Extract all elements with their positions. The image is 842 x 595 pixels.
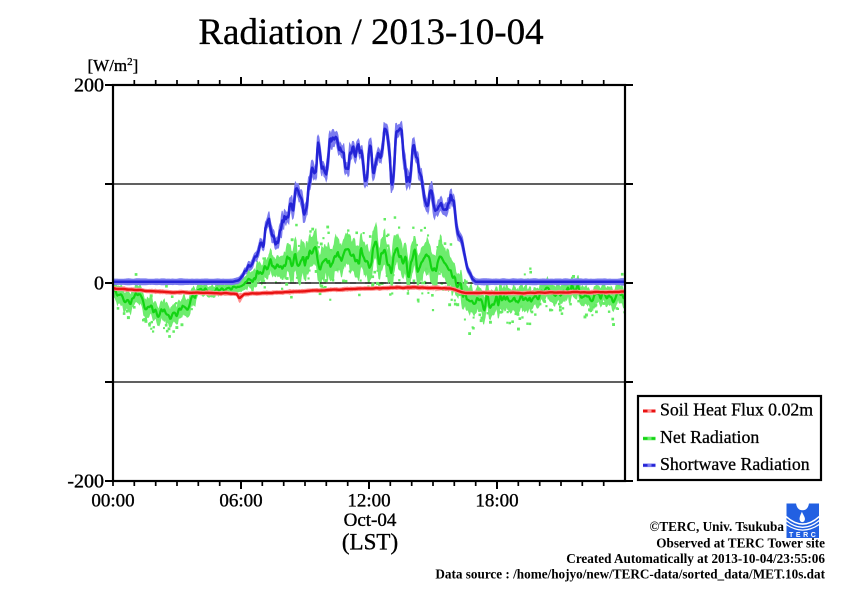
- svg-text:Oct-04: Oct-04: [344, 510, 397, 531]
- svg-text:12:00: 12:00: [347, 491, 390, 512]
- svg-text:Shortwave Radiation: Shortwave Radiation: [660, 454, 810, 474]
- svg-text:18:00: 18:00: [475, 491, 518, 512]
- svg-text:Data source : /home/hojyo/new/: Data source : /home/hojyo/new/TERC-data/…: [435, 567, 825, 582]
- svg-text:200: 200: [74, 75, 104, 97]
- svg-text:06:00: 06:00: [219, 491, 262, 512]
- svg-text:TERC: TERC: [789, 532, 818, 539]
- svg-text:0: 0: [94, 273, 104, 295]
- svg-text:Observed at TERC Tower site: Observed at TERC Tower site: [656, 536, 825, 551]
- svg-text:00:00: 00:00: [91, 491, 134, 512]
- svg-text:Soil Heat Flux 0.02m: Soil Heat Flux 0.02m: [660, 400, 813, 420]
- svg-text:Radiation / 2013-10-04: Radiation / 2013-10-04: [198, 12, 543, 53]
- svg-text:(LST): (LST): [342, 530, 398, 555]
- svg-text:Created Automatically at 2013-: Created Automatically at 2013-10-04/23:5…: [566, 551, 825, 566]
- svg-text:©TERC, Univ. Tsukuba: ©TERC, Univ. Tsukuba: [650, 519, 785, 534]
- svg-text:[W/m2]: [W/m2]: [88, 56, 139, 75]
- svg-text:Net Radiation: Net Radiation: [660, 427, 759, 447]
- svg-text:-200: -200: [67, 471, 104, 493]
